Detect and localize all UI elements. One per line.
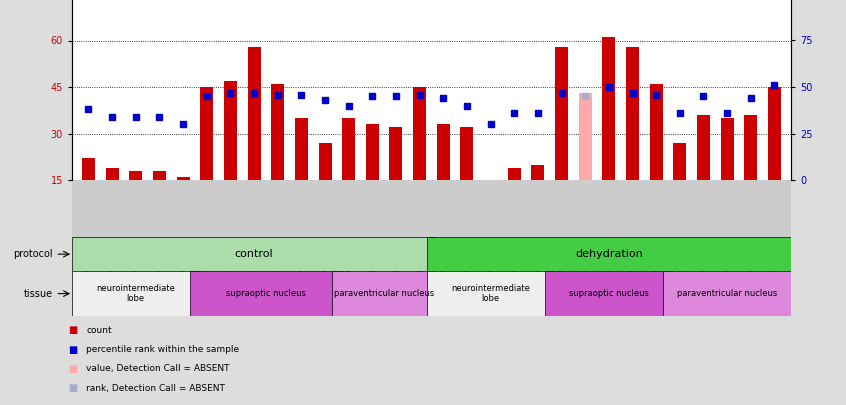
Text: paraventricular nucleus: paraventricular nucleus bbox=[334, 289, 434, 298]
Bar bbox=[721, 118, 733, 180]
Text: value, Detection Call = ABSENT: value, Detection Call = ABSENT bbox=[86, 364, 230, 373]
Bar bbox=[673, 143, 686, 180]
Text: ■: ■ bbox=[68, 345, 77, 354]
Text: supraoptic nucleus: supraoptic nucleus bbox=[226, 289, 305, 298]
Bar bbox=[72, 271, 200, 316]
Bar bbox=[626, 47, 639, 180]
Text: ■: ■ bbox=[68, 325, 77, 335]
Bar bbox=[437, 124, 450, 180]
Text: supraoptic nucleus: supraoptic nucleus bbox=[569, 289, 649, 298]
Bar bbox=[272, 84, 284, 180]
Bar bbox=[579, 93, 591, 180]
Text: protocol: protocol bbox=[14, 249, 53, 259]
Bar bbox=[531, 165, 545, 180]
Text: percentile rank within the sample: percentile rank within the sample bbox=[86, 345, 239, 354]
Bar bbox=[413, 87, 426, 180]
Bar bbox=[555, 47, 568, 180]
Bar bbox=[460, 128, 474, 180]
Bar bbox=[365, 124, 379, 180]
Bar bbox=[248, 47, 261, 180]
Text: paraventricular nucleus: paraventricular nucleus bbox=[677, 289, 777, 298]
Text: rank, Detection Call = ABSENT: rank, Detection Call = ABSENT bbox=[86, 384, 225, 393]
Bar bbox=[318, 143, 332, 180]
Bar bbox=[82, 158, 95, 180]
Bar bbox=[768, 87, 781, 180]
Bar bbox=[224, 81, 237, 180]
Bar bbox=[190, 271, 342, 316]
Text: neurointermediate
lobe: neurointermediate lobe bbox=[451, 284, 530, 303]
Bar bbox=[650, 84, 662, 180]
Text: control: control bbox=[234, 249, 273, 259]
Bar bbox=[545, 271, 673, 316]
Bar bbox=[295, 118, 308, 180]
Text: count: count bbox=[86, 326, 112, 335]
Text: ■: ■ bbox=[68, 364, 77, 374]
Bar bbox=[342, 118, 355, 180]
Bar bbox=[201, 87, 213, 180]
Text: dehydration: dehydration bbox=[575, 249, 643, 259]
Bar bbox=[332, 271, 437, 316]
Bar bbox=[72, 237, 437, 271]
Bar bbox=[153, 171, 166, 180]
Bar bbox=[508, 168, 521, 180]
Bar bbox=[177, 177, 190, 180]
Bar bbox=[663, 271, 791, 316]
Bar bbox=[744, 115, 757, 180]
Bar bbox=[129, 171, 142, 180]
Bar bbox=[697, 115, 710, 180]
Text: ■: ■ bbox=[68, 384, 77, 393]
Bar bbox=[106, 168, 118, 180]
Text: neurointermediate
lobe: neurointermediate lobe bbox=[96, 284, 175, 303]
Bar bbox=[426, 271, 554, 316]
Bar bbox=[602, 37, 615, 180]
Bar bbox=[389, 128, 403, 180]
Bar bbox=[426, 237, 791, 271]
Text: tissue: tissue bbox=[24, 289, 53, 298]
